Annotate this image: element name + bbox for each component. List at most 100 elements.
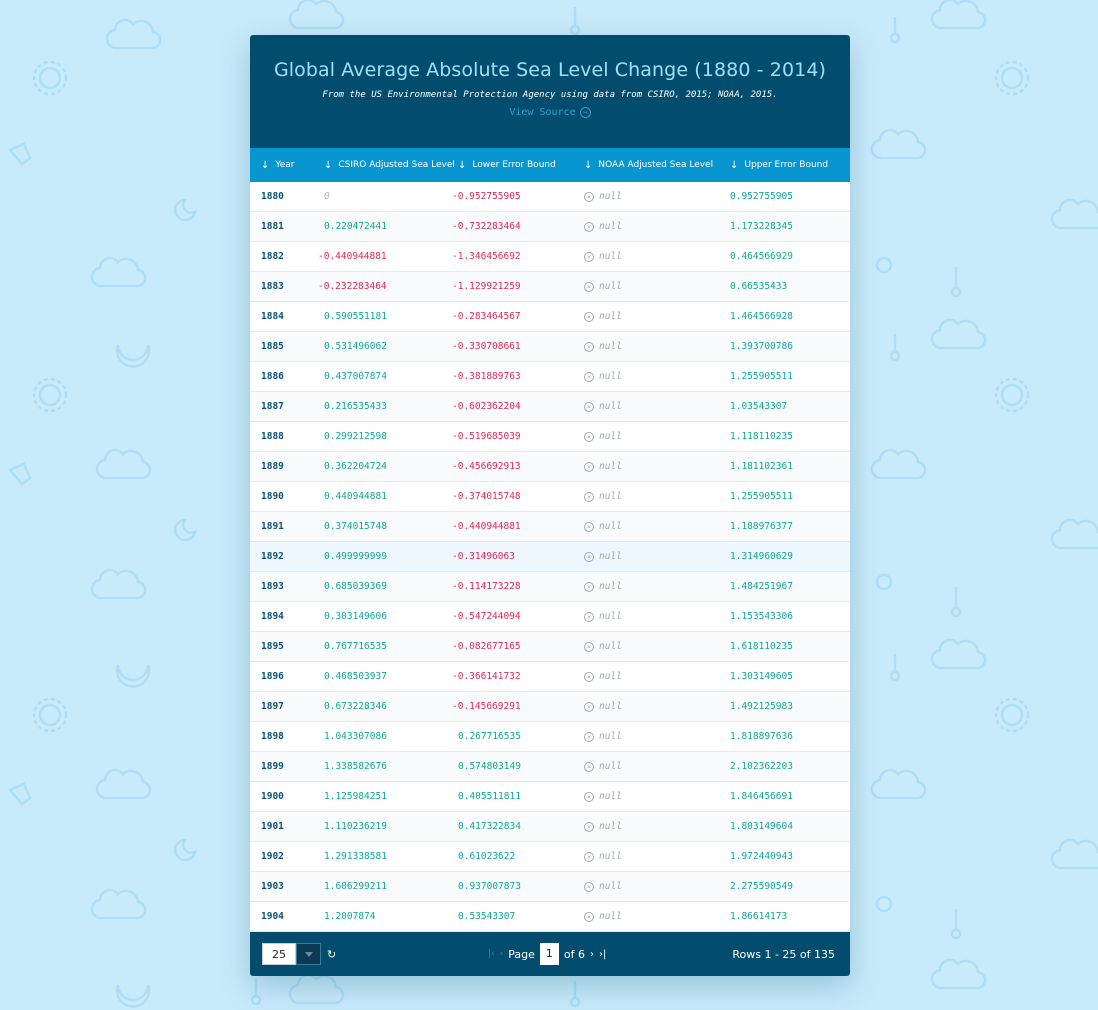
null-value: × null xyxy=(584,221,718,232)
value-text: -0.952755905 xyxy=(452,191,521,202)
table-row[interactable]: 1890 0.440944881 -0.374015748 × null 1.255905… xyxy=(250,482,850,512)
value-cell: 0.937007873 xyxy=(446,881,572,892)
value-cell: 0.464566929 xyxy=(718,251,850,262)
value-cell: 1.314960629 xyxy=(718,551,850,562)
column-header-noaa[interactable]: ↓ NOAA Adjusted Sea Level xyxy=(572,160,718,171)
table-row[interactable]: 1881 0.220472441 -0.732283464 × null 1.173228… xyxy=(250,212,850,242)
null-value: × null xyxy=(584,611,718,622)
first-page-icon[interactable]: |‹ xyxy=(488,949,495,959)
null-cell: × null xyxy=(572,521,718,532)
value-text: 0.590551181 xyxy=(324,311,387,322)
value-text: 1.153543306 xyxy=(730,611,793,622)
value-text: -1.129921259 xyxy=(452,281,521,292)
value-text: 1.846456691 xyxy=(730,791,793,802)
table-row[interactable]: 1889 0.362204724 -0.456692913 × null 1.181102… xyxy=(250,452,850,482)
value-text: 0.267716535 xyxy=(458,731,521,742)
value-cell: 1.393700786 xyxy=(718,341,850,352)
year-cell: 1880 xyxy=(261,191,284,202)
value-cell: 0.685039369 xyxy=(312,581,446,592)
table-row[interactable]: 1902 1.291338581 0.61023622 × null 1.97244094… xyxy=(250,842,850,872)
value-text: 1.118110235 xyxy=(730,431,793,442)
table-row[interactable]: 1893 0.685039369 -0.114173228 × null 1.484251… xyxy=(250,572,850,602)
null-text: null xyxy=(599,251,622,262)
table-row[interactable]: 1888 0.299212598 -0.519685039 × null 1.118110… xyxy=(250,422,850,452)
value-cell: 1.484251967 xyxy=(718,581,850,592)
next-page-icon[interactable]: › xyxy=(590,948,594,960)
value-cell: 2.275590549 xyxy=(718,881,850,892)
null-value: × null xyxy=(584,701,718,712)
sort-arrow-icon: ↓ xyxy=(261,159,270,171)
table-row[interactable]: 1904 1.2007874 0.53543307 × null 1.86614173 xyxy=(250,902,850,932)
value-cell: 1.043307086 xyxy=(312,731,446,742)
table-row[interactable]: 1892 0.499999999 -0.31496063 × null 1.3149606… xyxy=(250,542,850,572)
table-row[interactable]: 1899 1.338582676 0.574803149 × null 2.1023622… xyxy=(250,752,850,782)
value-text: 0.303149606 xyxy=(324,611,387,622)
table-row[interactable]: 1896 0.468503937 -0.366141732 × null 1.303149… xyxy=(250,662,850,692)
null-value: × null xyxy=(584,311,718,322)
null-value: × null xyxy=(584,521,718,532)
year-cell: 1900 xyxy=(261,791,284,802)
value-text: 1.03543307 xyxy=(730,401,788,412)
value-text: -0.440944881 xyxy=(318,251,387,262)
table-row[interactable]: 1884 0.590551181 -0.283464567 × null 1.464566… xyxy=(250,302,850,332)
view-source-link[interactable]: View Source → xyxy=(509,107,591,118)
column-header-label: Year xyxy=(275,160,295,170)
null-text: null xyxy=(599,611,622,622)
table-row[interactable]: 1880 0 -0.952755905 × null 0.952755905 xyxy=(250,182,850,212)
null-value: × null xyxy=(584,431,718,442)
refresh-icon[interactable]: ↻ xyxy=(327,947,337,961)
value-text: 0.417322834 xyxy=(458,821,521,832)
table-row[interactable]: 1887 0.216535433 -0.602362204 × null 1.035433… xyxy=(250,392,850,422)
table-row[interactable]: 1900 1.125984251 0.405511811 × null 1.8464566… xyxy=(250,782,850,812)
table-row[interactable]: 1903 1.606299211 0.937007873 × null 2.2755905… xyxy=(250,872,850,902)
value-text: 0.673228346 xyxy=(324,701,387,712)
prev-page-icon[interactable]: ‹ xyxy=(499,949,504,959)
null-value: × null xyxy=(584,641,718,652)
value-cell: -0.374015748 xyxy=(446,491,572,502)
table-row[interactable]: 1891 0.374015748 -0.440944881 × null 1.188976… xyxy=(250,512,850,542)
column-header-upper-error[interactable]: ↓ Upper Error Bound xyxy=(718,160,850,171)
table-row[interactable]: 1898 1.043307086 0.267716535 × null 1.8188976… xyxy=(250,722,850,752)
null-cell: × null xyxy=(572,221,718,232)
year-cell: 1885 xyxy=(261,341,284,352)
pagination-footer: 25 ↻ |‹ ‹ Page 1 of 6 › ›| Rows 1 - 25 o… xyxy=(250,932,850,976)
value-text: -0.519685039 xyxy=(452,431,521,442)
year-cell: 1899 xyxy=(261,761,284,772)
value-cell: 0 xyxy=(312,191,446,202)
page-subtitle: From the US Environmental Protection Age… xyxy=(322,90,778,100)
value-text: -0.440944881 xyxy=(452,521,521,532)
value-text: 1.606299211 xyxy=(324,881,387,892)
table-row[interactable]: 1894 0.303149606 -0.547244094 × null 1.153543… xyxy=(250,602,850,632)
rows-info: Rows 1 - 25 of 135 xyxy=(732,947,835,961)
column-header-year[interactable]: ↓ Year xyxy=(250,160,312,171)
column-header-csiro[interactable]: ↓ CSIRO Adjusted Sea Level xyxy=(312,160,455,171)
null-cell: × null xyxy=(572,821,718,832)
page-number-input[interactable]: 1 xyxy=(539,943,559,965)
column-header-lower-error[interactable]: ↓ Lower Error Bound xyxy=(446,160,572,171)
value-cell: -0.732283464 xyxy=(446,221,572,232)
null-cell: × null xyxy=(572,671,718,682)
table-row[interactable]: 1901 1.110236219 0.417322834 × null 1.8031496… xyxy=(250,812,850,842)
value-cell: 1.492125983 xyxy=(718,701,850,712)
page-size-select[interactable]: 25 xyxy=(262,943,321,965)
dropdown-toggle[interactable] xyxy=(296,943,321,965)
value-cell: 0.440944881 xyxy=(312,491,446,502)
last-page-icon[interactable]: ›| xyxy=(599,948,607,960)
table-row[interactable]: 1883 -0.232283464 -1.129921259 × null 0.66535… xyxy=(250,272,850,302)
data-table-card: Global Average Absolute Sea Level Change… xyxy=(250,35,850,976)
value-text: 1.484251967 xyxy=(730,581,793,592)
table-row[interactable]: 1885 0.531496062 -0.330708661 × null 1.393700… xyxy=(250,332,850,362)
column-header-label: Lower Error Bound xyxy=(472,160,556,170)
value-text: 1.618110235 xyxy=(730,641,793,652)
value-cell: 0.216535433 xyxy=(312,401,446,412)
value-cell: 1.188976377 xyxy=(718,521,850,532)
null-cell: × null xyxy=(572,341,718,352)
page-size-value[interactable]: 25 xyxy=(262,943,296,965)
table-row[interactable]: 1895 0.767716535 -0.082677165 × null 1.618110… xyxy=(250,632,850,662)
value-cell: 0.767716535 xyxy=(312,641,446,652)
table-row[interactable]: 1897 0.673228346 -0.145669291 × null 1.492125… xyxy=(250,692,850,722)
table-row[interactable]: 1882 -0.440944881 -1.346456692 × null 0.46456… xyxy=(250,242,850,272)
value-text: 1.291338581 xyxy=(324,851,387,862)
value-cell: 0.220472441 xyxy=(312,221,446,232)
table-row[interactable]: 1886 0.437007874 -0.381889763 × null 1.255905… xyxy=(250,362,850,392)
